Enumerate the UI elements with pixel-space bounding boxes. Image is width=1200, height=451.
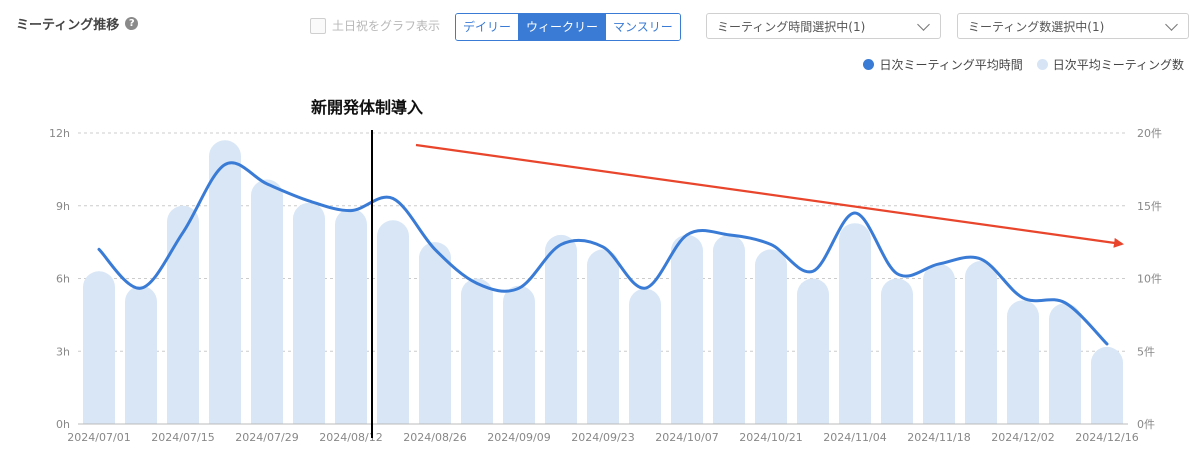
y-left-tick-label: 6h	[56, 273, 70, 286]
annotation-label: 新開発体制導入	[311, 98, 423, 117]
chart-legend: 日次ミーティング平均時間 日次平均ミーティング数	[863, 56, 1184, 73]
bar	[839, 223, 871, 424]
y-left-tick-label: 12h	[49, 127, 70, 140]
bar	[545, 234, 577, 424]
x-tick-label: 2024/07/29	[235, 431, 298, 444]
legend-dot-icon	[1036, 59, 1048, 70]
bar	[629, 288, 661, 424]
period-segmented-control: デイリー ウィークリー マンスリー	[455, 13, 681, 41]
x-tick-label: 2024/12/16	[1075, 431, 1138, 444]
holiday-toggle[interactable]: 土日祝をグラフ表示	[310, 17, 440, 34]
legend-dot-icon	[863, 59, 875, 70]
x-tick-label: 2024/10/21	[739, 431, 802, 444]
bar	[335, 208, 367, 424]
bar	[797, 278, 829, 424]
bar	[167, 205, 199, 424]
holiday-label: 土日祝をグラフ表示	[332, 19, 441, 33]
bar	[1007, 300, 1039, 424]
bar	[377, 220, 409, 424]
meeting-time-select[interactable]: ミーティング時間選択中(1)	[706, 13, 941, 39]
bar	[1091, 346, 1123, 424]
bar-series	[83, 140, 1123, 424]
tab-weekly[interactable]: ウィークリー	[519, 14, 607, 40]
bar	[125, 285, 157, 424]
y-right-tick-label: 15件	[1137, 200, 1162, 213]
bar	[1049, 303, 1081, 424]
tab-daily[interactable]: デイリー	[456, 14, 520, 40]
help-icon[interactable]: ?	[125, 17, 139, 30]
bar	[503, 285, 535, 424]
bar	[755, 249, 787, 424]
bar	[881, 278, 913, 424]
tab-monthly[interactable]: マンスリー	[606, 14, 680, 40]
bar	[293, 202, 325, 424]
y-right-tick-label: 10件	[1137, 273, 1162, 286]
bar	[83, 271, 115, 424]
x-tick-label: 2024/07/01	[67, 431, 130, 444]
legend-item-avg-time[interactable]: 日次ミーティング平均時間	[863, 56, 1023, 73]
avg-time-line	[97, 161, 1109, 346]
legend-label: 日次ミーティング平均時間	[879, 58, 1023, 72]
x-tick-label: 2024/09/09	[487, 431, 550, 444]
x-tick-label: 2024/08/12	[319, 431, 382, 444]
page-title: ミーティング推移	[16, 18, 120, 33]
y-right-tick-label: 5件	[1137, 345, 1155, 358]
trend-arrow	[415, 143, 1124, 248]
y-left-tick-label: 9h	[56, 200, 70, 213]
legend-label: 日次平均ミーティング数	[1052, 58, 1184, 72]
x-tick-label: 2024/12/02	[991, 431, 1054, 444]
meeting-count-select[interactable]: ミーティング数選択中(1)	[957, 13, 1189, 39]
bar	[671, 234, 703, 424]
bar	[923, 263, 955, 424]
bar	[419, 242, 451, 424]
bar	[461, 278, 493, 424]
bar	[251, 179, 283, 424]
bar	[209, 140, 241, 424]
y-right-tick-label: 0件	[1137, 418, 1155, 431]
axes: 0h 0件 3h 5件 6h 10件 9h 15件 12h 20件 2024/07/01 2024/0…	[49, 127, 1162, 444]
bar	[713, 234, 745, 424]
annotations: 新開発体制導入	[311, 98, 1124, 438]
bar	[965, 261, 997, 424]
x-tick-label: 2024/11/04	[823, 431, 886, 444]
x-tick-label: 2024/07/15	[151, 431, 214, 444]
x-tick-label: 2024/11/18	[907, 431, 970, 444]
x-tick-label: 2024/09/23	[571, 431, 634, 444]
x-tick-label: 2024/10/07	[655, 431, 718, 444]
legend-item-avg-count[interactable]: 日次平均ミーティング数	[1036, 56, 1184, 73]
y-left-tick-label: 0h	[56, 418, 70, 431]
meeting-time-select-value: ミーティング時間選択中(1)	[717, 20, 866, 34]
y-right-tick-label: 20件	[1137, 127, 1162, 140]
x-tick-label: 2024/08/26	[403, 431, 466, 444]
holiday-checkbox[interactable]	[310, 17, 326, 34]
chart-title-group: ミーティング推移 ?	[16, 14, 139, 33]
meeting-count-select-value: ミーティング数選択中(1)	[968, 20, 1105, 34]
line-series	[97, 161, 1109, 346]
y-left-tick-label: 3h	[56, 345, 70, 358]
bar	[587, 249, 619, 424]
